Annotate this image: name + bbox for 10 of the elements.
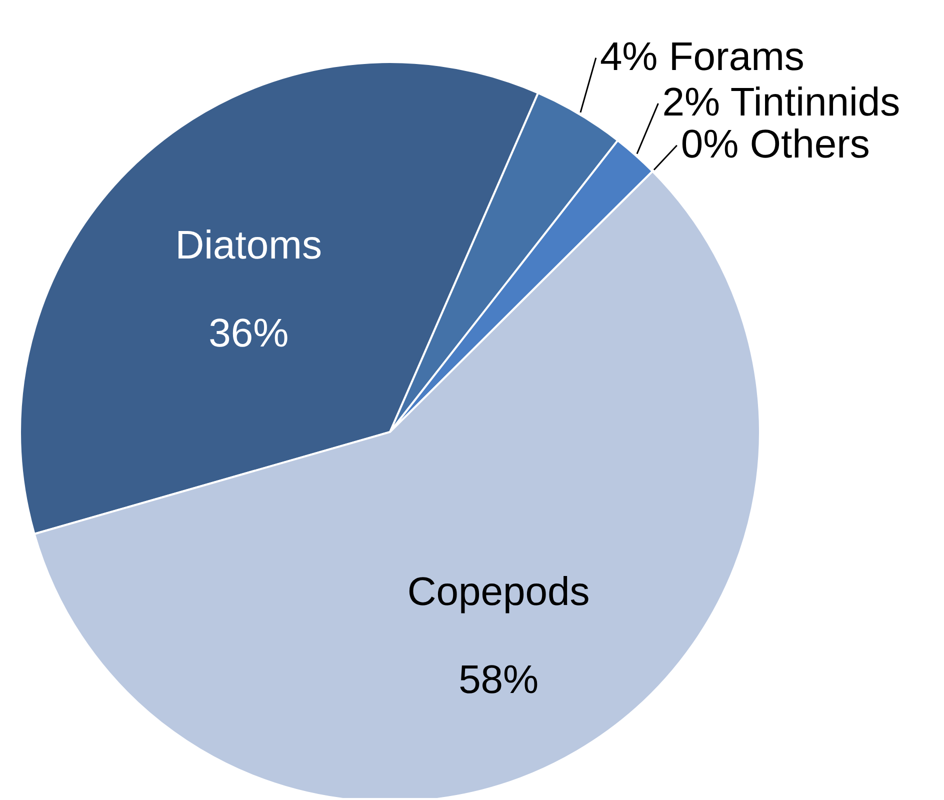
- data-label: 58%: [458, 658, 539, 702]
- slice-label: Diatoms: [175, 224, 322, 268]
- data-label: 36%: [208, 312, 289, 356]
- text: 0%: [680, 122, 739, 166]
- slice-label: Tintinnids: [730, 80, 900, 124]
- slice-label: Copepods: [407, 570, 590, 614]
- data-label: 2%: [662, 80, 720, 124]
- data-label: 4%: [600, 34, 658, 79]
- legend-label: Others: [750, 122, 870, 166]
- slice-label: Forams: [668, 34, 804, 79]
